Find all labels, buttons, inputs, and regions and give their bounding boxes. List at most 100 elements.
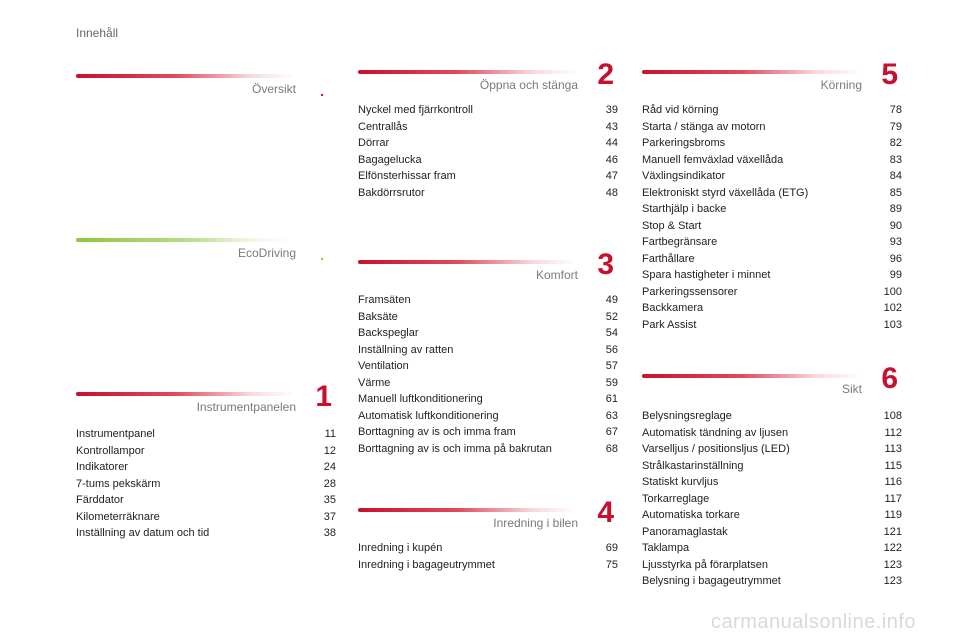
toc-entry[interactable]: Växlingsindikator 84 [642,168,902,185]
toc-entry-page: 49 [605,294,618,306]
toc-entry-label: Borttagning av is och imma på bakrutan [358,442,552,455]
toc-entry[interactable]: Parkeringssensorer 100 [642,284,902,301]
toc-entry[interactable]: Spara hastigheter i minnet 99 [642,267,902,284]
toc-entry-page: 24 [323,461,336,473]
toc-entry[interactable]: Instrumentpanel 11 [76,426,336,443]
toc-entry[interactable]: Taklampa 122 [642,540,902,557]
section-bar [642,70,862,74]
section-header: EcoDriving . [76,234,336,264]
toc-entry[interactable]: Varselljus / positionsljus (LED) 113 [642,441,902,458]
toc-entry[interactable]: Värme 59 [358,375,618,392]
toc-entry[interactable]: Inställning av datum och tid 38 [76,525,336,542]
section-bar [76,238,296,242]
section-title[interactable]: Körning [820,78,862,92]
toc-entry-page: 123 [883,558,902,571]
toc-list: Framsäten 49 Baksäte 52 Backspeglar 54 Inställ… [358,292,618,457]
section-korning: Körning 5 Råd vid körning 78 Starta / stän… [642,60,902,334]
toc-entry-page: 99 [889,269,902,281]
section-header: Översikt . [76,70,336,100]
section-number: 6 [881,362,898,395]
toc-entry[interactable]: Indikatorer 24 [76,459,336,476]
toc-entry[interactable]: Automatiska torkare 119 [642,507,902,524]
toc-entry-label: Bakdörrsrutor [358,186,425,199]
toc-entry[interactable]: Farthållare 96 [642,251,902,268]
toc-entry-label: Strålkastarinställning [642,459,744,472]
section-number: 5 [881,58,898,91]
toc-entry-page: 47 [605,170,618,182]
section-title[interactable]: Öppna och stänga [479,78,578,92]
toc-entry[interactable]: Elfönsterhissar fram 47 [358,168,618,185]
toc-entry-page: 48 [605,186,618,199]
toc-entry[interactable]: Backspeglar 54 [358,325,618,342]
toc-entry[interactable]: Kilometerräknare 37 [76,509,336,526]
toc-entry-page: 84 [889,170,902,182]
toc-entry-label: Centrallås [358,120,408,133]
toc-entry[interactable]: Kontrollampor 12 [76,443,336,460]
toc-entry[interactable]: Elektroniskt styrd växellåda (ETG) 85 [642,185,902,202]
toc-entry[interactable]: Borttagning av is och imma fram 67 [358,424,618,441]
toc-entry-label: Inredning i kupén [358,542,443,554]
section-title[interactable]: Inredning i bilen [493,516,578,530]
toc-entry[interactable]: Strålkastarinställning 115 [642,458,902,475]
toc-entry[interactable]: Fartbegränsare 93 [642,234,902,251]
section-title[interactable]: Instrumentpanelen [196,400,296,414]
section-title[interactable]: Översikt [251,82,296,96]
toc-entry[interactable]: Panoramaglastak 121 [642,524,902,541]
toc-entry[interactable]: Starta / stänga av motorn 79 [642,119,902,136]
section-title[interactable]: Sikt [841,382,862,396]
toc-entry[interactable]: Belysningsreglage 108 [642,408,902,425]
toc-entry[interactable]: 7-tums pekskärm 28 [76,476,336,493]
toc-entry-page: 46 [605,153,618,166]
toc-entry[interactable]: Baksäte 52 [358,309,618,326]
toc-entry[interactable]: Nyckel med fjärrkontroll 39 [358,102,618,119]
toc-entry[interactable]: Automatisk luftkonditionering 63 [358,408,618,425]
toc-entry[interactable]: Parkeringsbroms 82 [642,135,902,152]
toc-entry[interactable]: Park Assist 103 [642,317,902,334]
toc-entry[interactable]: Framsäten 49 [358,292,618,309]
toc-entry[interactable]: Manuell femväxlad växellåda 83 [642,152,902,169]
toc-entry-page: 96 [889,252,902,265]
toc-entry[interactable]: Torkarreglage 117 [642,491,902,508]
section-bar [76,74,296,78]
section-title[interactable]: EcoDriving [237,246,296,260]
toc-entry-label: Fartbegränsare [642,236,718,248]
toc-entry-page: 54 [605,327,618,339]
toc-entry[interactable]: Dörrar 44 [358,135,618,152]
toc-entry-page: 103 [883,318,902,331]
toc-entry[interactable]: Stop & Start 90 [642,218,902,235]
toc-entry-page: 113 [884,443,902,455]
toc-entry[interactable]: Ventilation 57 [358,358,618,375]
toc-list: Instrumentpanel 11 Kontrollampor 12 Indikato… [76,426,336,542]
toc-entry[interactable]: Borttagning av is och imma på bakrutan 68 [358,441,618,458]
toc-entry-label: Kilometerräknare [76,510,160,523]
toc-entry[interactable]: Bakdörrsrutor 48 [358,185,618,202]
toc-entry[interactable]: Manuell luftkonditionering 61 [358,391,618,408]
toc-entry[interactable]: Automatisk tändning av ljusen 112 [642,425,902,442]
toc-entry[interactable]: Centrallås 43 [358,119,618,136]
toc-entry-label: Växlingsindikator [642,170,726,182]
section-header: Öppna och stänga 2 [358,60,618,96]
toc-entry[interactable]: Belysning i bagageutrymmet 123 [642,573,902,590]
toc-entry[interactable]: Inredning i bagageutrymmet 75 [358,557,618,574]
toc-entry-label: Belysning i bagageutrymmet [642,575,781,587]
toc-entry-page: 59 [605,376,618,389]
toc-entry[interactable]: Backkamera 102 [642,300,902,317]
toc-entry-page: 108 [883,410,902,422]
toc-entry-label: Borttagning av is och imma fram [358,426,516,438]
toc-entry[interactable]: Statiskt kurvljus 116 [642,474,902,491]
toc-entry[interactable]: Råd vid körning 78 [642,102,902,119]
toc-entry-label: Elfönsterhissar fram [358,170,456,182]
toc-entry-label: Farthållare [642,252,695,265]
toc-entry-label: Panoramaglastak [642,525,728,538]
section-title[interactable]: Komfort [535,268,578,282]
toc-entry-page: 35 [323,494,336,506]
toc-entry-page: 121 [883,525,902,538]
toc-entry[interactable]: Färddator 35 [76,492,336,509]
toc-entry-label: Starthjälp i backe [642,203,727,215]
toc-entry[interactable]: Bagagelucka 46 [358,152,618,169]
toc-entry-page: 123 [883,575,902,587]
toc-entry[interactable]: Inställning av ratten 56 [358,342,618,359]
toc-entry[interactable]: Ljusstyrka på förarplatsen 123 [642,557,902,574]
toc-entry[interactable]: Inredning i kupén 69 [358,540,618,557]
toc-entry[interactable]: Starthjälp i backe 89 [642,201,902,218]
